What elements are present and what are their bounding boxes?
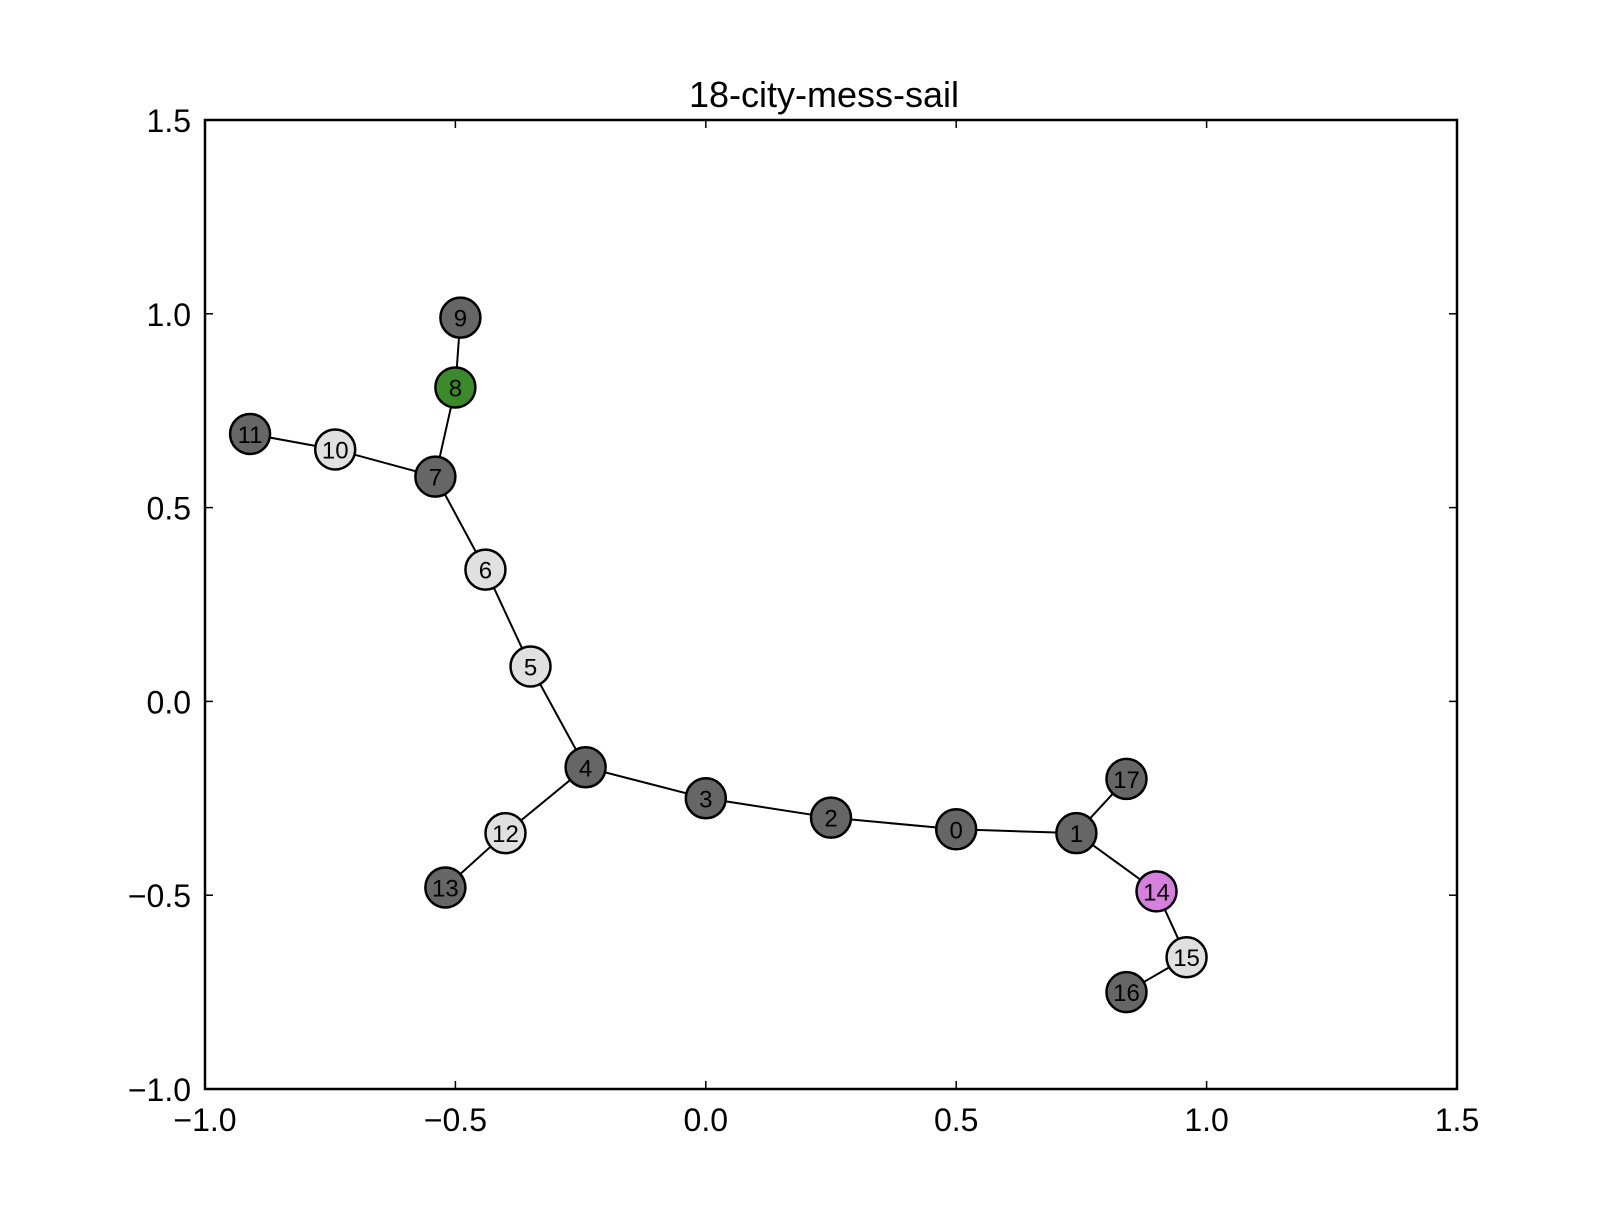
node-label-9: 9	[454, 306, 467, 333]
node-4	[564, 746, 607, 789]
node-label-1: 1	[1070, 821, 1083, 848]
y-tick-label: 0.5	[147, 491, 191, 527]
edges-layer	[249, 317, 1188, 993]
x-tick-label: −1.0	[173, 1102, 236, 1138]
node-label-12: 12	[492, 821, 519, 848]
node-label-14: 14	[1143, 879, 1170, 906]
node-label-4: 4	[579, 755, 592, 782]
node-16	[1105, 970, 1148, 1014]
node-12	[484, 811, 527, 855]
node-label-8: 8	[449, 375, 462, 402]
node-label-13: 13	[432, 875, 459, 902]
node-2	[809, 796, 853, 839]
node-11	[228, 412, 272, 456]
node-3	[684, 777, 728, 820]
node-label-5: 5	[524, 655, 537, 682]
node-label-17: 17	[1113, 767, 1140, 794]
chart-title: 18-city-mess-sail	[689, 74, 959, 115]
y-tick-label: 0.0	[147, 684, 191, 720]
node-label-3: 3	[699, 786, 712, 813]
node-label-6: 6	[479, 558, 492, 585]
plot-frame	[203, 118, 1459, 1091]
node-5	[509, 645, 552, 688]
node-label-16: 16	[1113, 980, 1140, 1007]
node-label-10: 10	[322, 437, 349, 464]
y-tick-label: −0.5	[128, 878, 191, 914]
node-label-11: 11	[238, 422, 263, 449]
node-7	[414, 455, 457, 498]
y-tick-label: 1.5	[147, 103, 191, 139]
node-13	[424, 866, 467, 909]
node-8	[434, 366, 477, 409]
node-17	[1105, 757, 1148, 801]
axes-layer: −1.0 −0.5 0.0 0.5 1.0 1.5 −1.0 −0.5 0.0 0.5 1.0 1.5	[128, 103, 1479, 1138]
y-tick-label: 1.0	[147, 297, 191, 333]
node-10	[313, 428, 357, 471]
node-label-0: 0	[950, 817, 963, 844]
x-tick-label: 0.5	[934, 1102, 978, 1138]
x-tick-label: 0.0	[684, 1102, 728, 1138]
y-tick-label: −1.0	[128, 1072, 191, 1108]
x-tick-label: −0.5	[424, 1102, 487, 1138]
x-tick-label: 1.0	[1184, 1102, 1228, 1138]
node-0	[934, 808, 978, 851]
node-6	[464, 548, 507, 591]
node-label-15: 15	[1173, 945, 1200, 972]
node-label-2: 2	[824, 806, 837, 833]
node-label-7: 7	[429, 465, 442, 492]
node-9	[439, 296, 482, 339]
node-1	[1055, 811, 1098, 855]
node-15	[1165, 935, 1208, 979]
x-tick-label: 1.5	[1435, 1102, 1479, 1138]
node-14	[1135, 870, 1178, 913]
